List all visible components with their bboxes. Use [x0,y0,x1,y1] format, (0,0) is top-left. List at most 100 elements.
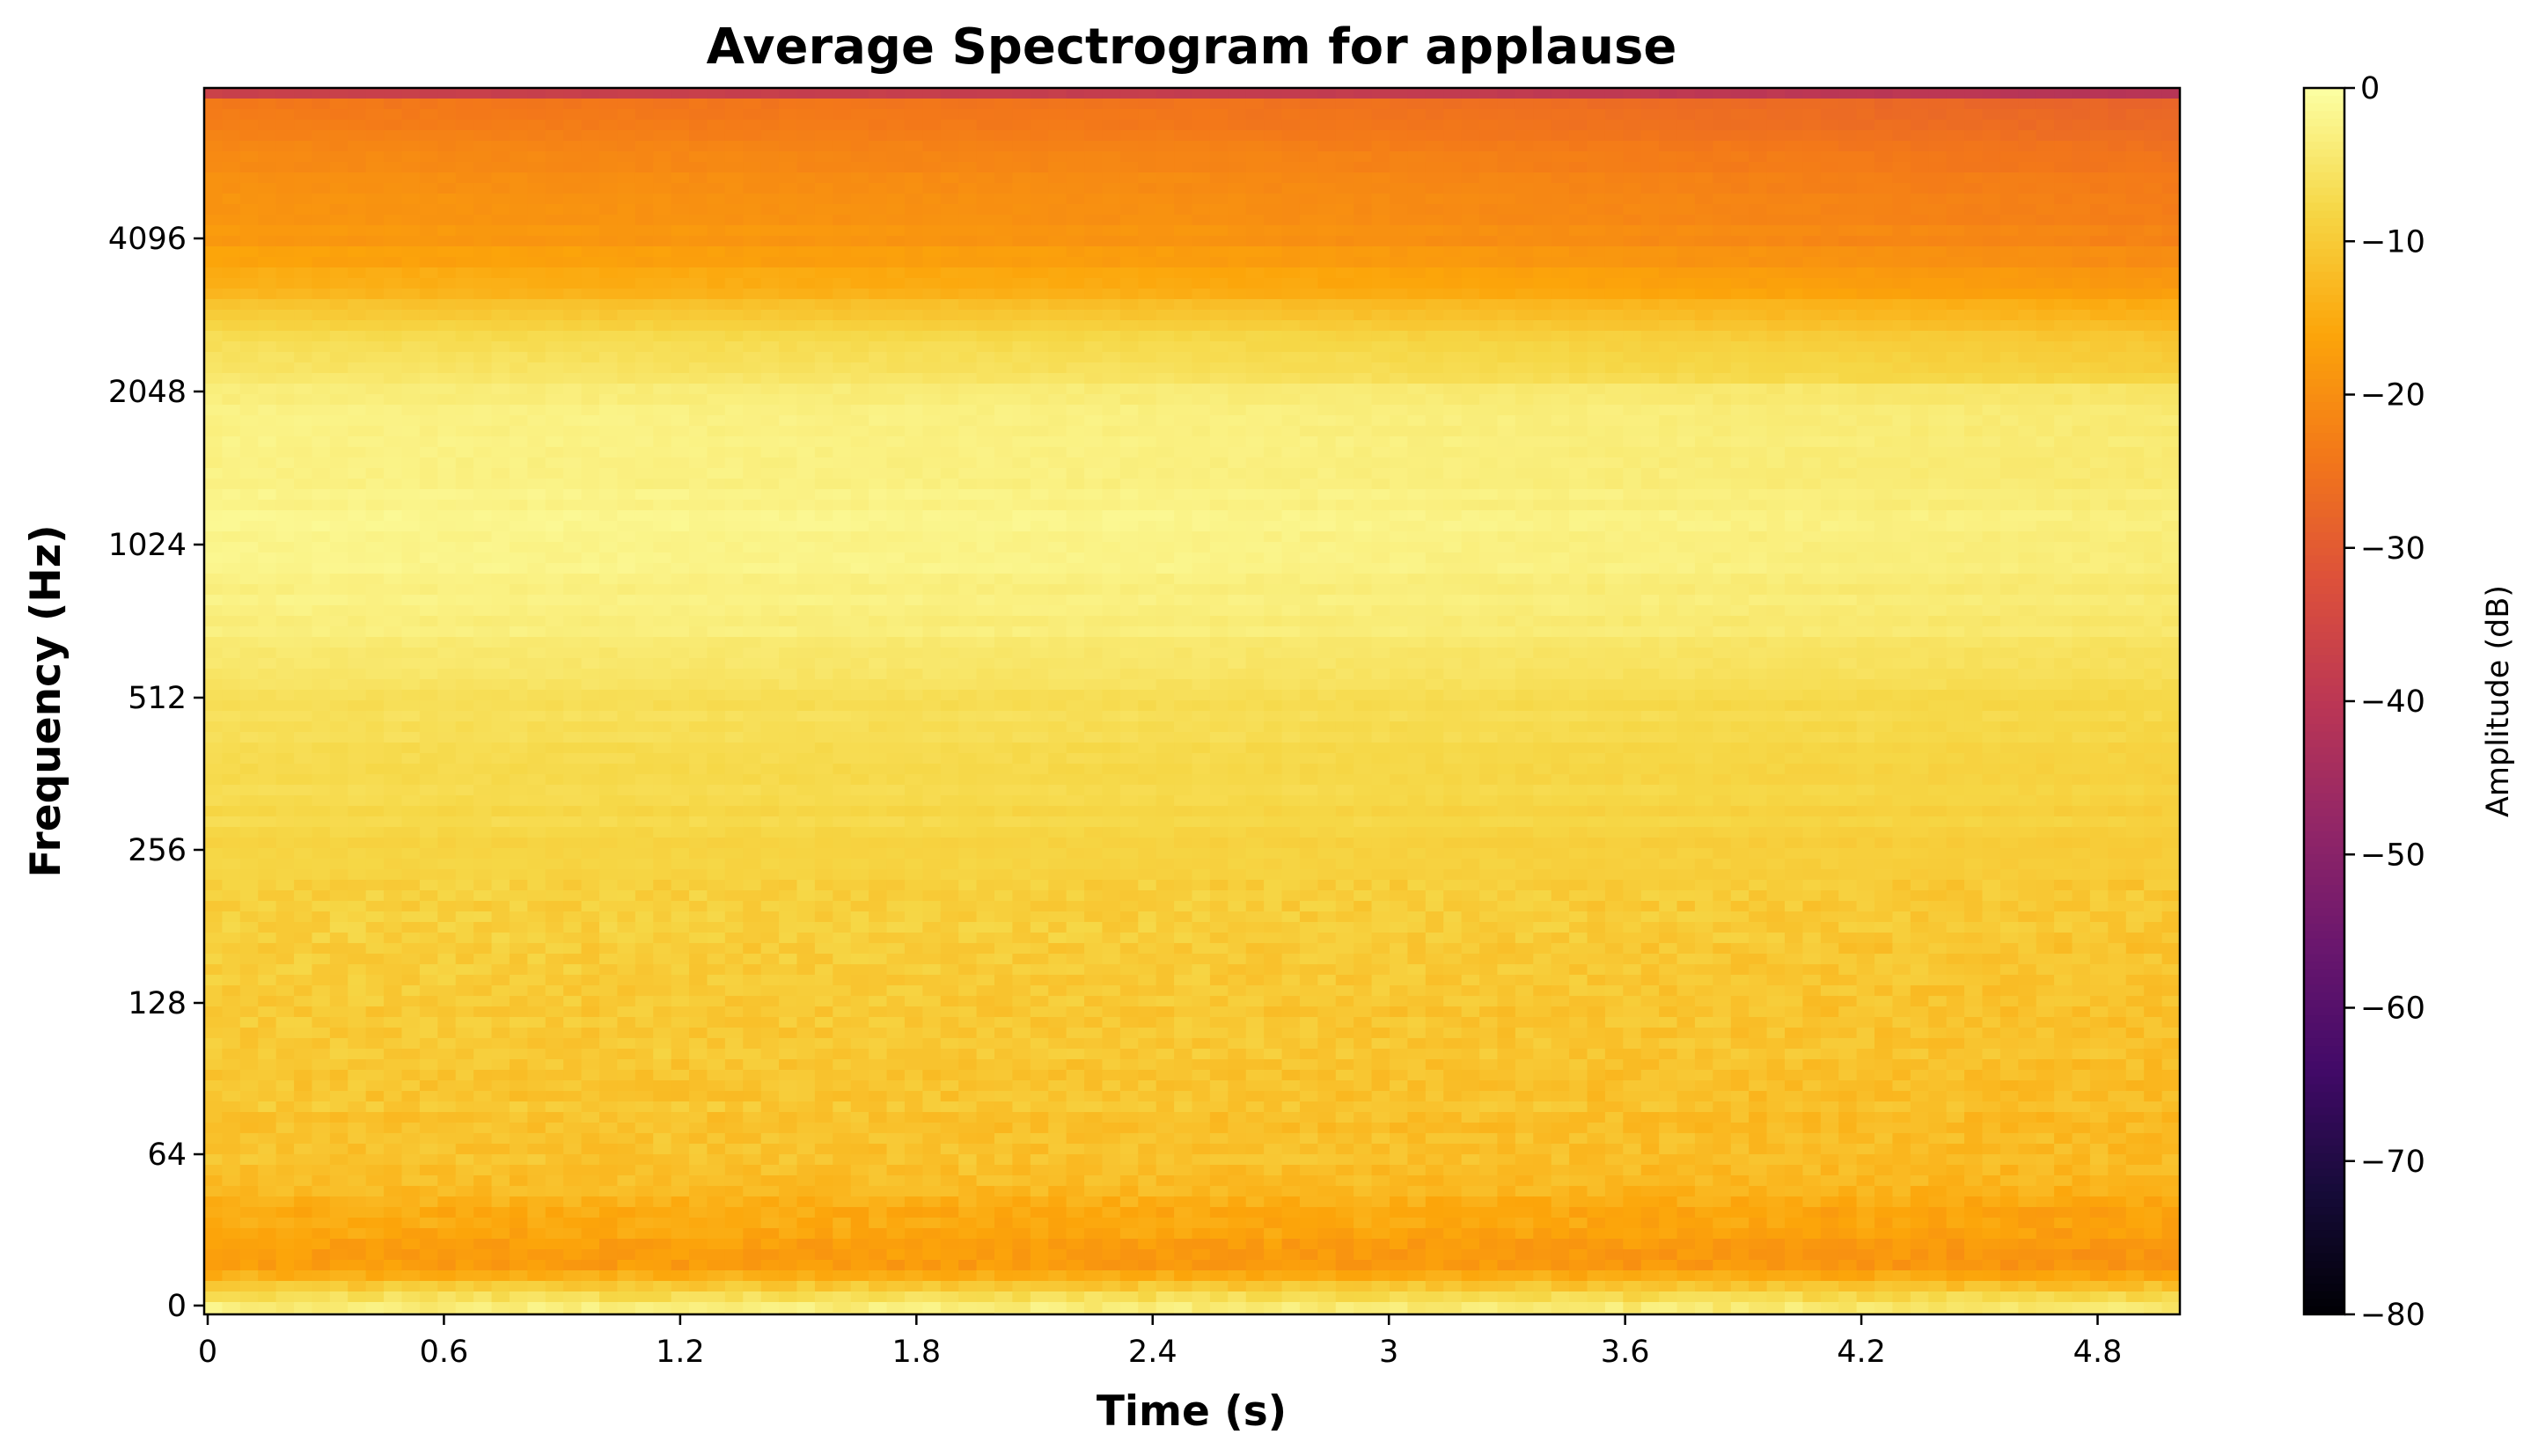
heatmap-cell [312,468,331,479]
heatmap-cell [653,436,672,448]
heatmap-cell [1838,384,1858,395]
heatmap-cell [814,109,833,121]
heatmap-cell [1048,225,1067,237]
heatmap-cell [1982,99,2001,110]
heatmap-cell [2125,278,2145,289]
heatmap-cell [491,331,510,342]
heatmap-cell [1569,447,1588,458]
heatmap-cell [1174,362,1193,374]
heatmap-cell [1999,352,2019,363]
heatmap-cell [2072,500,2091,511]
heatmap-cell [707,373,726,384]
heatmap-cell [653,120,672,131]
heatmap-cell [204,320,224,332]
heatmap-cell [869,426,888,437]
heatmap-cell [886,552,906,564]
heatmap-cell [1604,194,1624,205]
heatmap-cell [869,289,888,300]
heatmap-cell [509,88,528,99]
heatmap-cell [635,162,654,173]
heatmap-cell [1999,162,2019,173]
heatmap-cell [904,99,923,110]
heatmap-cell [581,299,600,311]
heatmap-cell [1730,183,1750,194]
heatmap-cell [1676,162,1696,173]
heatmap-cell [437,436,457,448]
heatmap-cell [348,479,367,490]
heatmap-cell [707,426,726,437]
heatmap-cell [1623,457,1642,469]
heatmap-cell [724,352,744,363]
heatmap-cell [1371,426,1390,437]
heatmap-cell [1443,99,1463,110]
heatmap-cell [1030,521,1049,532]
heatmap-cell [1155,362,1175,374]
heatmap-cell [1694,331,1713,342]
heatmap-cell [1928,542,1948,553]
heatmap-cell [779,542,798,553]
heatmap-cell [707,436,726,448]
heatmap-cell [958,552,978,564]
heatmap-cell [1354,384,1373,395]
heatmap-cell [1604,384,1624,395]
heatmap-cell [850,204,869,216]
heatmap-cell [2036,88,2055,99]
heatmap-cell [1856,341,1875,353]
heatmap-cell [1713,236,1732,247]
heatmap-cell [1730,172,1750,184]
heatmap-cell [617,468,636,479]
heatmap-cell [1999,521,2019,532]
heatmap-cell [779,215,798,226]
heatmap-cell [1264,257,1283,268]
heatmap-cell [1910,257,1929,268]
heatmap-cell [2108,109,2127,121]
heatmap-cell [473,130,493,142]
heatmap-cell [1999,289,2019,300]
heatmap-cell [1192,510,1211,522]
heatmap-cell [1946,215,1965,226]
heatmap-cell [689,510,708,522]
heatmap-cell [760,267,780,279]
heatmap-cell [850,384,869,395]
heatmap-cell [976,489,995,501]
heatmap-cell [850,99,869,110]
heatmap-cell [1209,88,1229,99]
heatmap-cell [1192,552,1211,564]
heatmap-cell [689,373,708,384]
heatmap-cell [1317,457,1337,469]
heatmap-cell [1281,552,1301,564]
heatmap-cell [1245,457,1265,469]
heatmap-cell [1443,384,1463,395]
heatmap-cell [1155,278,1175,289]
heatmap-cell [1209,405,1229,416]
heatmap-cell [1138,88,1157,99]
heatmap-cell [365,257,385,268]
heatmap-cell [1623,257,1642,268]
heatmap-cell [1999,489,2019,501]
heatmap-cell [904,267,923,279]
heatmap-cell [1245,120,1265,131]
heatmap-cell [1209,172,1229,184]
heatmap-cell [635,457,654,469]
heatmap-cell [1551,88,1570,99]
heatmap-cell [1228,447,1247,458]
heatmap-cell [1371,130,1390,142]
heatmap-cell [1155,246,1175,258]
heatmap-cell [312,384,331,395]
heatmap-cell [527,500,547,511]
heatmap-cell [1999,457,2019,469]
heatmap-cell [437,141,457,152]
heatmap-cell [563,109,583,121]
heatmap-cell [581,183,600,194]
heatmap-cell [958,172,978,184]
heatmap-cell [329,299,348,311]
heatmap-cell [1479,552,1499,564]
heatmap-cell [1102,552,1121,564]
heatmap-cell [581,172,600,184]
heatmap-cell [455,362,474,374]
heatmap-cell [1587,489,1606,501]
heatmap-cell [1749,531,1768,543]
heatmap-cell [581,331,600,342]
heatmap-cell [1174,394,1193,406]
heatmap-cell [707,489,726,501]
